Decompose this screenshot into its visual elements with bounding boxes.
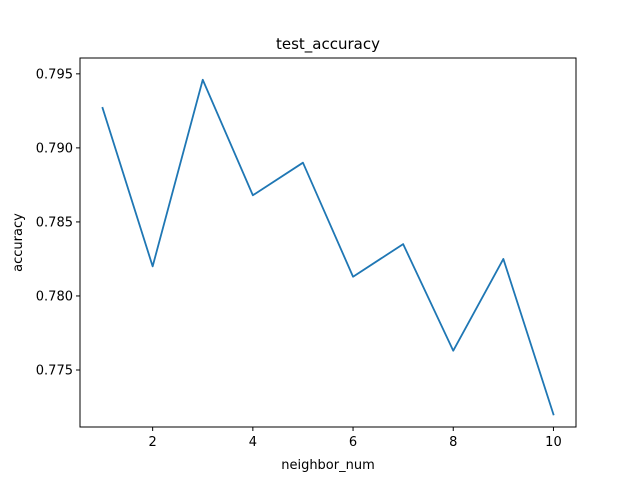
x-tick-label: 6 — [349, 435, 357, 450]
x-axis-label: neighbor_num — [281, 458, 375, 473]
axes-frame — [79, 57, 577, 428]
y-tick-label: 0.795 — [36, 67, 73, 82]
chart-title: test_accuracy — [276, 35, 380, 54]
x-tick-label: 8 — [449, 435, 457, 450]
x-tick-label: 10 — [545, 435, 562, 450]
plot-area — [101, 78, 555, 416]
y-tick-label: 0.780 — [36, 289, 73, 304]
series-line — [101, 78, 555, 416]
y-axis-ticks: 0.775 0.780 0.785 0.790 0.795 — [36, 67, 80, 378]
y-tick-label: 0.775 — [36, 363, 73, 378]
y-tick-label: 0.790 — [36, 141, 73, 156]
x-tick-label: 4 — [249, 435, 257, 450]
x-axis-ticks: 2 4 6 8 10 — [149, 427, 562, 450]
y-axis-label: accuracy — [11, 213, 26, 272]
x-tick-label: 2 — [149, 435, 157, 450]
y-tick-label: 0.785 — [36, 215, 73, 230]
